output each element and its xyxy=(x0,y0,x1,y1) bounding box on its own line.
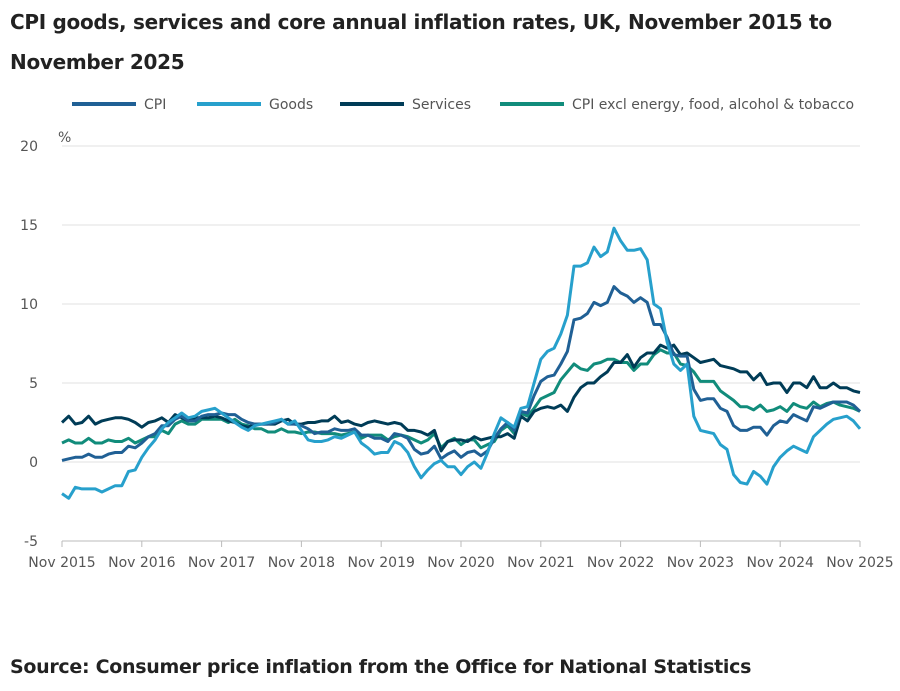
chart-title: CPI goods, services and core annual infl… xyxy=(10,10,832,74)
y-tick-label: 15 xyxy=(20,218,38,234)
y-tick-label: 0 xyxy=(29,455,38,471)
y-axis: -5 0 5 10 15 20 xyxy=(20,139,38,550)
legend-item: CPI xyxy=(72,97,166,113)
gridlines xyxy=(62,145,860,542)
y-axis-unit-label: % xyxy=(58,130,71,146)
y-tick-label: 10 xyxy=(20,297,38,313)
legend: CPI Goods Services CPI excl energy, food, a… xyxy=(72,97,854,113)
legend-label: CPI xyxy=(144,97,166,113)
series-line-cpi-excl-energy-food-alcohol-tobacco xyxy=(61,348,861,450)
x-tick-label: Nov 2020 xyxy=(427,555,494,571)
series-line-services xyxy=(60,343,861,453)
x-tick-label: Nov 2022 xyxy=(587,555,654,571)
legend-label: Services xyxy=(412,97,471,113)
legend-label: CPI excl energy, food, alcohol & tobacco xyxy=(572,97,854,113)
legend-item: Services xyxy=(340,97,471,113)
x-tick-label: Nov 2018 xyxy=(268,555,335,571)
x-tick-label: Nov 2017 xyxy=(188,555,255,571)
y-tick-label: 20 xyxy=(20,139,38,155)
series-line-goods xyxy=(61,226,862,500)
y-tick-label: -5 xyxy=(24,534,38,550)
x-tick-label: Nov 2021 xyxy=(507,555,574,571)
series-lines xyxy=(60,226,862,500)
x-tick-label: Nov 2025 xyxy=(826,555,893,571)
x-tick-label: Nov 2019 xyxy=(347,555,414,571)
x-tick-label: Nov 2024 xyxy=(746,555,813,571)
source-note: Source: Consumer price inflation from th… xyxy=(10,656,752,678)
legend-item: CPI excl energy, food, alcohol & tobacco xyxy=(500,97,854,113)
x-tick-label: Nov 2016 xyxy=(108,555,175,571)
legend-item: Goods xyxy=(197,97,313,113)
y-tick-label: 5 xyxy=(29,376,38,392)
series-line-cpi xyxy=(61,285,862,462)
x-axis: Nov 2015 Nov 2016 Nov 2017 Nov 2018 Nov 2019… xyxy=(28,541,894,571)
x-tick-label: Nov 2023 xyxy=(667,555,734,571)
legend-label: Goods xyxy=(269,97,313,113)
x-tick-label: Nov 2015 xyxy=(28,555,95,571)
